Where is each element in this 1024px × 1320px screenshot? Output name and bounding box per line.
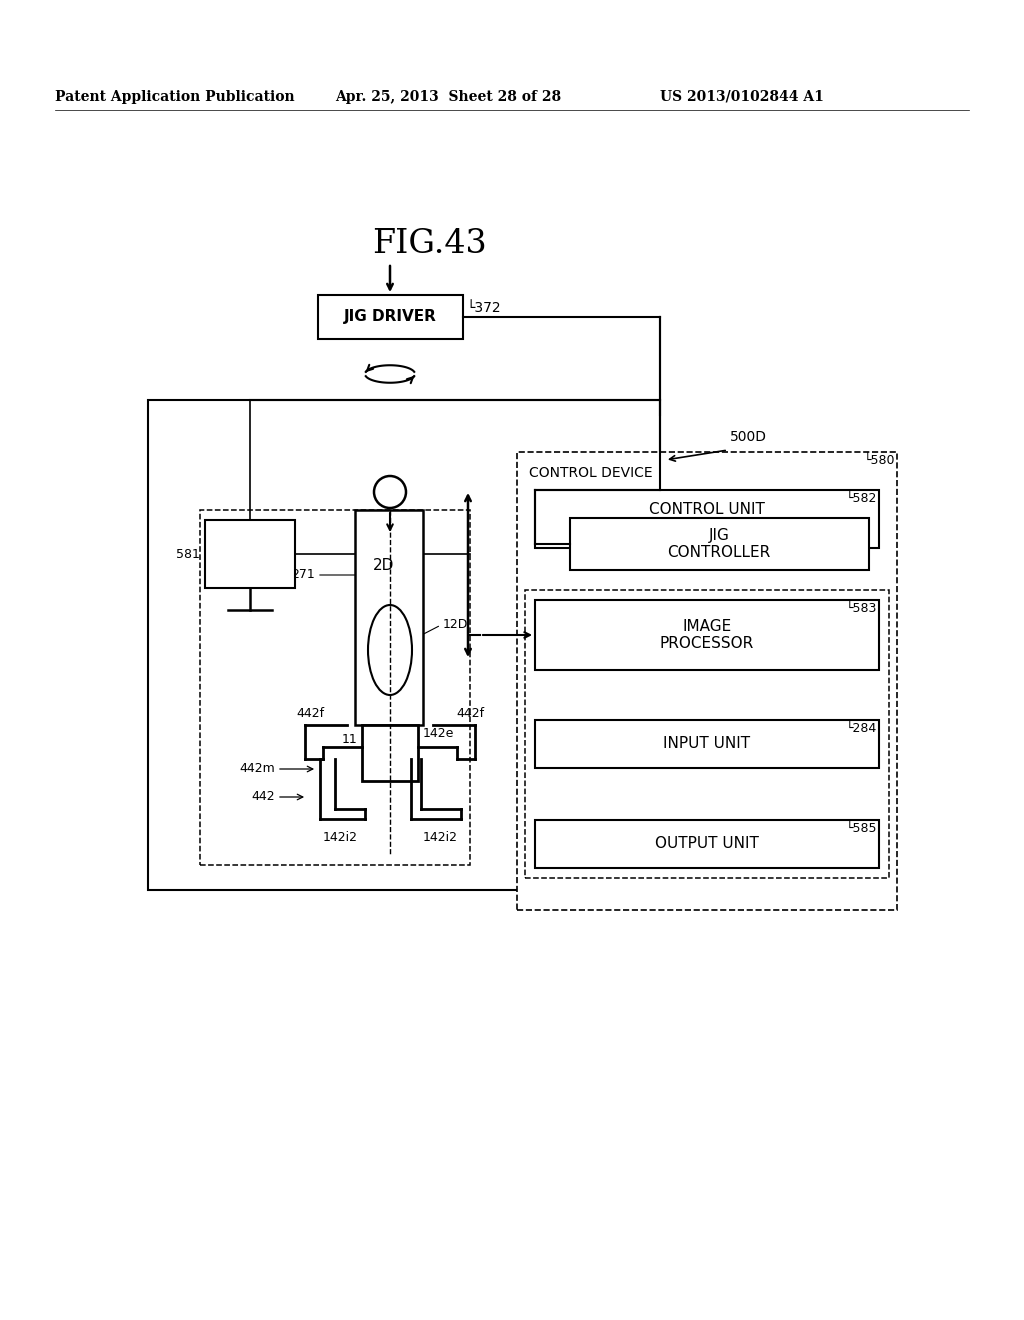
Text: 442: 442 [251, 791, 275, 804]
Text: └580: └580 [863, 454, 895, 467]
Text: └382a: └382a [828, 520, 867, 533]
Bar [535, 601, 879, 671]
Text: └582: └582 [846, 492, 877, 506]
Text: US 2013/0102844 A1: US 2013/0102844 A1 [660, 90, 824, 104]
Text: 2D: 2D [374, 557, 394, 573]
Text: 442f: 442f [296, 708, 324, 719]
Bar [535, 490, 879, 548]
Text: OUTPUT UNIT: OUTPUT UNIT [655, 837, 759, 851]
Bar [318, 294, 463, 339]
Bar [535, 820, 879, 869]
Text: CONTROL DEVICE: CONTROL DEVICE [529, 466, 652, 480]
Text: 11: 11 [341, 733, 357, 746]
Text: 142i2: 142i2 [323, 832, 357, 843]
Bar [355, 510, 423, 725]
Text: 142i2: 142i2 [423, 832, 458, 843]
Text: 12D: 12D [443, 619, 468, 631]
Text: JIG DRIVER: JIG DRIVER [344, 309, 436, 325]
Bar [517, 451, 897, 909]
Text: JIG
CONTROLLER: JIG CONTROLLER [668, 528, 771, 560]
Text: └585: └585 [846, 822, 877, 836]
Text: Apr. 25, 2013  Sheet 28 of 28: Apr. 25, 2013 Sheet 28 of 28 [335, 90, 561, 104]
Text: 581: 581 [176, 548, 200, 561]
Text: 142e: 142e [423, 727, 455, 741]
Text: 442f: 442f [456, 708, 484, 719]
Text: FIG.43: FIG.43 [373, 228, 487, 260]
Text: IMAGE
PROCESSOR: IMAGE PROCESSOR [659, 619, 754, 651]
Text: 500D: 500D [730, 430, 767, 444]
Bar [200, 510, 470, 865]
Text: 271: 271 [291, 569, 315, 582]
Text: Patent Application Publication: Patent Application Publication [55, 90, 295, 104]
Text: └372: └372 [466, 301, 501, 315]
Bar [525, 590, 889, 878]
Bar [148, 400, 660, 890]
Text: └284: └284 [846, 722, 877, 735]
Bar [362, 725, 418, 781]
Bar [570, 517, 869, 570]
Bar [535, 719, 879, 768]
Bar [205, 520, 295, 587]
Text: CONTROL UNIT: CONTROL UNIT [649, 503, 765, 517]
Text: INPUT UNIT: INPUT UNIT [664, 737, 751, 751]
Text: 442m: 442m [240, 763, 275, 776]
Text: └583: └583 [846, 602, 877, 615]
